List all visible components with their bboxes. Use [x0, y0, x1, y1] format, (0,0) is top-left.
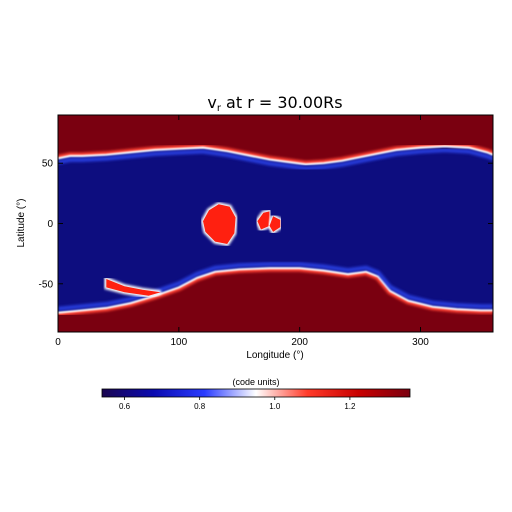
colorbar — [101, 388, 411, 398]
y-tick-label: 0 — [47, 219, 53, 230]
title-subscript: r — [217, 103, 222, 114]
colorbar-tick-label: 0.6 — [119, 402, 131, 411]
x-axis-label: Longitude (°) — [246, 350, 303, 361]
y-axis: -50 0 50 — [39, 159, 493, 290]
colorbar-tick-label: 1.2 — [344, 402, 356, 411]
title-rest: at r = 30.00Rs — [221, 93, 343, 112]
x-axis: 0 100 200 300 — [55, 115, 429, 348]
north-boundary-blue — [58, 148, 493, 171]
north-boundary-edge — [58, 145, 493, 166]
high-speed-island-0 — [203, 204, 236, 244]
south-boundary-edge — [58, 267, 493, 314]
colorbar-ticks: 0.6 0.8 1.0 1.2 — [119, 397, 356, 411]
y-tick-label: 50 — [42, 159, 54, 170]
x-tick-label: 100 — [170, 337, 187, 348]
south-boundary-blue — [58, 262, 493, 311]
y-tick-label: -50 — [39, 279, 54, 290]
x-tick-label: 300 — [412, 337, 429, 348]
chart-title: vr at r = 30.00Rs — [207, 93, 342, 114]
x-tick-label: 200 — [291, 337, 308, 348]
high-speed-island-1 — [257, 211, 270, 230]
y-axis-label: Latitude (°) — [16, 198, 27, 247]
colorbar-tick-label: 1.0 — [269, 402, 281, 411]
title-symbol: v — [207, 93, 216, 112]
colorbar-label: (code units) — [232, 377, 279, 387]
high-speed-island-3 — [106, 279, 161, 296]
high-speed-island-2 — [269, 216, 281, 232]
x-tick-label: 0 — [55, 337, 61, 348]
colorbar-tick-label: 0.8 — [194, 402, 206, 411]
heatmap-plot-area — [58, 115, 493, 332]
